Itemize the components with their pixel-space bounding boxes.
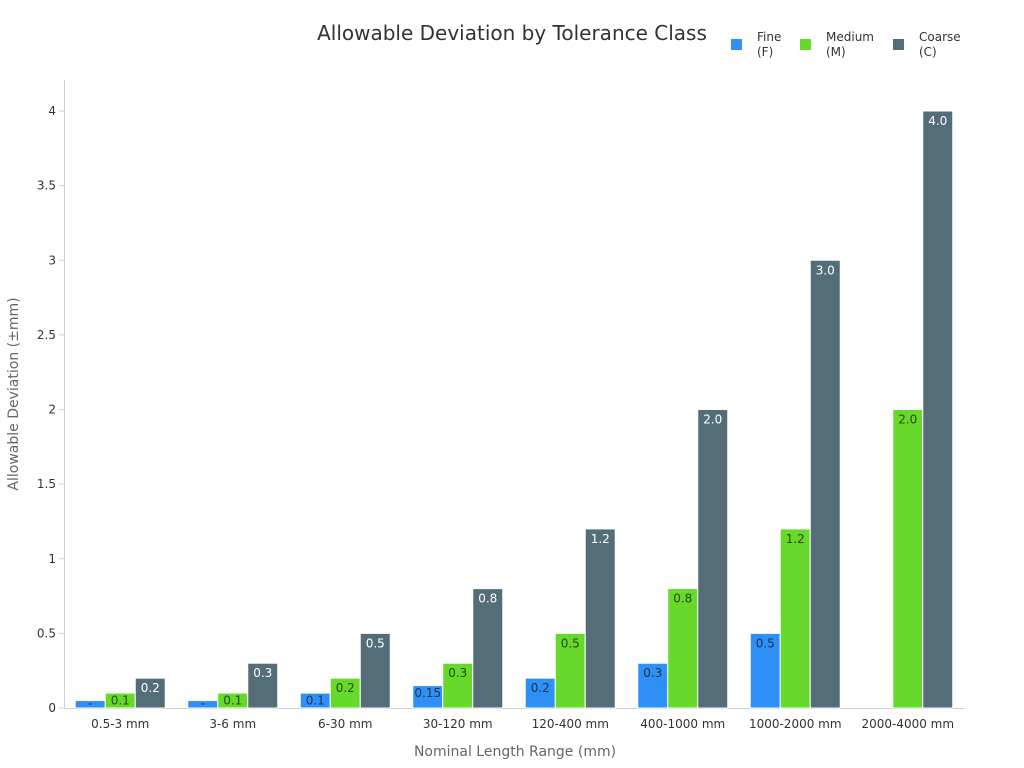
y-tick-label: 2 <box>48 403 56 417</box>
data-label: 0.8 <box>673 592 692 606</box>
bar <box>667 588 699 709</box>
data-label: 1.2 <box>786 532 805 546</box>
data-label: 0.3 <box>448 666 467 680</box>
data-label: 0.3 <box>643 666 662 680</box>
data-label: - <box>201 696 205 710</box>
y-tick-label: 0 <box>48 701 56 715</box>
y-axis-ticks: 0 0.5 1 1.5 2 2.5 3 3.5 4 <box>37 104 64 715</box>
y-tick-label: 4 <box>48 104 56 118</box>
x-tick-label: 3-6 mm <box>209 717 256 731</box>
legend-label: Fine (F) <box>757 30 781 59</box>
y-tick-label: 0.5 <box>37 626 56 640</box>
y-axis-title: Allowable Deviation (±mm) <box>6 297 22 490</box>
data-labels: - - 0.1 0.15 0.2 0.3 0.5 0.1 0.1 0.2 0.3 0.5 0.8 1.2 2… <box>88 114 947 710</box>
data-label: 0.1 <box>223 694 242 708</box>
bar <box>359 632 391 709</box>
y-tick-label: 2.5 <box>37 328 56 342</box>
x-axis-ticks: 0.5-3 mm 3-6 mm 6-30 mm 30-120 mm 120-400 mm… <box>91 717 954 731</box>
x-tick-label: 6-30 mm <box>318 717 372 731</box>
data-label: 0.1 <box>111 694 130 708</box>
x-tick-label: 30-120 mm <box>423 717 493 731</box>
data-label: 0.8 <box>478 592 497 606</box>
x-tick-label: 400-1000 mm <box>640 717 725 731</box>
data-label: 0.2 <box>531 681 550 695</box>
y-tick-label: 3 <box>48 253 56 267</box>
x-tick-label: 2000-4000 mm <box>861 717 954 731</box>
bar <box>584 528 616 709</box>
x-tick-label: 0.5-3 mm <box>91 717 149 731</box>
data-label: 2.0 <box>898 413 917 427</box>
bar <box>524 677 556 709</box>
bar <box>442 662 474 709</box>
data-label: 0.2 <box>336 681 355 695</box>
data-label: 3.0 <box>816 263 835 277</box>
bar <box>697 409 729 709</box>
data-label: 0.2 <box>141 681 160 695</box>
legend-label: Coarse (C) <box>919 30 961 59</box>
data-label: 0.5 <box>366 636 385 650</box>
data-label: 1.2 <box>591 532 610 546</box>
data-label: 0.5 <box>756 636 775 650</box>
x-axis-title: Nominal Length Range (mm) <box>414 744 616 760</box>
legend-label: Medium (M) <box>826 30 874 59</box>
data-label: 0.1 <box>306 694 325 708</box>
x-tick-label: 1000-2000 mm <box>749 717 842 731</box>
legend-swatch <box>731 39 742 50</box>
y-tick-label: 1.5 <box>37 477 56 491</box>
y-tick-label: 1 <box>48 552 56 566</box>
bar-series <box>74 110 954 709</box>
data-label: 2.0 <box>703 413 722 427</box>
data-label: 0.5 <box>561 636 580 650</box>
chart-title: Allowable Deviation by Tolerance Class <box>317 21 707 45</box>
legend-swatch <box>800 39 811 50</box>
x-tick-label: 120-400 mm <box>532 717 609 731</box>
y-tick-label: 3.5 <box>37 179 56 193</box>
bar <box>554 632 586 709</box>
bar <box>922 110 954 709</box>
bar <box>247 662 279 709</box>
legend-swatch <box>893 39 904 50</box>
bar <box>472 588 504 709</box>
bar <box>637 662 669 709</box>
bar <box>779 528 811 709</box>
data-label: 0.15 <box>414 686 441 700</box>
bar <box>809 259 841 709</box>
legend: Fine (F) Medium (M) Coarse (C) <box>731 30 961 59</box>
data-label: 4.0 <box>928 114 947 128</box>
bar <box>892 409 924 709</box>
bar <box>134 677 166 709</box>
data-label: 0.3 <box>253 666 272 680</box>
data-label: - <box>88 696 92 710</box>
